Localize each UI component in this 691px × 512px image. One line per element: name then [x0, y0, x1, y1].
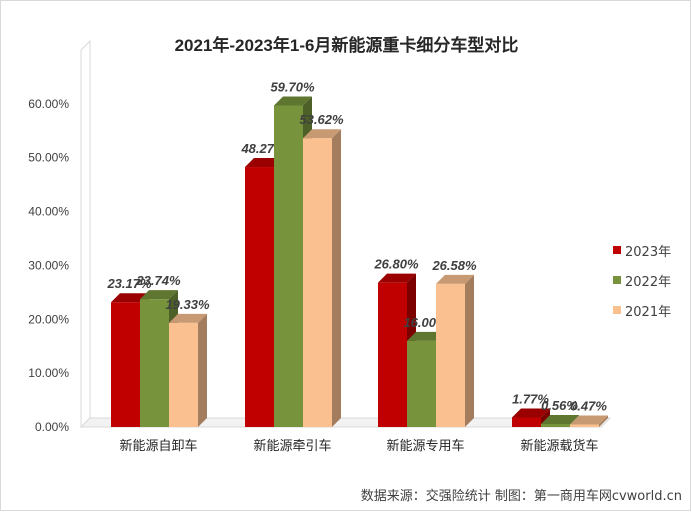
bar-side [465, 274, 474, 427]
source-note: 数据来源：交强险统计 制图：第一商用车网cvworld.cn [360, 489, 682, 504]
legend-swatch-2022 [613, 276, 621, 284]
bar-side [198, 313, 207, 427]
chart-legend: 2023年 2022年 2021年 [613, 235, 671, 325]
legend-label-2022: 2022年 [625, 274, 672, 290]
data-label: 26.80% [373, 257, 419, 272]
x-tick-label: 新能源载货车 [520, 438, 598, 454]
y-tick-label: 60.00% [28, 97, 69, 111]
bar [169, 322, 198, 427]
legend-swatch-2023 [613, 246, 621, 254]
y-tick-label: 50.00% [28, 151, 69, 165]
data-label: 26.58% [431, 258, 477, 273]
bar-top [512, 408, 550, 418]
legend-item-2021: 2021年 [613, 295, 671, 325]
bar-top [378, 273, 416, 283]
x-tick-label: 新能源自卸车 [119, 438, 197, 454]
legend-swatch-2021 [613, 306, 621, 314]
legend-label-2021: 2021年 [625, 304, 672, 320]
data-label: 59.70% [270, 79, 315, 94]
bar-top [303, 129, 341, 139]
bar-side [332, 129, 341, 427]
data-label: 0.56% [541, 398, 578, 413]
bar [541, 423, 570, 427]
bar [111, 302, 140, 427]
bar [140, 299, 169, 427]
bar-top [541, 414, 579, 424]
bar [245, 167, 274, 428]
bar-top [570, 415, 608, 425]
data-label: 23.74% [135, 273, 181, 288]
bar [378, 282, 407, 427]
chart-title: 2021年-2023年1-6月新能源重卡细分车型对比 [174, 36, 519, 55]
x-tick-label: 新能源牵引车 [253, 438, 331, 454]
bar [274, 105, 303, 428]
bar-side [599, 415, 608, 427]
data-label: 0.47% [570, 398, 607, 413]
bar [570, 424, 599, 427]
y-tick-label: 20.00% [28, 312, 69, 326]
bar-top [111, 293, 149, 303]
bar [303, 138, 332, 427]
chart-side-wall [80, 39, 91, 429]
legend-label-2023: 2023年 [625, 244, 672, 260]
data-label: 1.77% [512, 391, 549, 406]
data-label: 23.17% [106, 276, 152, 291]
y-tick-label: 10.00% [28, 366, 69, 380]
bar [512, 417, 541, 427]
data-label: 53.62% [299, 112, 344, 127]
y-tick-label: 0.00% [35, 420, 69, 434]
bar [407, 340, 436, 427]
bar-top [245, 158, 283, 168]
y-tick-label: 40.00% [28, 205, 69, 219]
bar-top [140, 290, 178, 300]
legend-item-2023: 2023年 [613, 235, 671, 265]
x-tick-label: 新能源专用车 [386, 438, 464, 454]
bar [436, 283, 465, 427]
bar-top [436, 274, 474, 284]
bar-top [169, 313, 207, 323]
bar-top [407, 331, 445, 341]
bar-top [274, 96, 312, 106]
data-label: 19.33% [165, 297, 210, 312]
y-tick-label: 30.00% [28, 258, 69, 272]
legend-item-2022: 2022年 [613, 265, 671, 295]
